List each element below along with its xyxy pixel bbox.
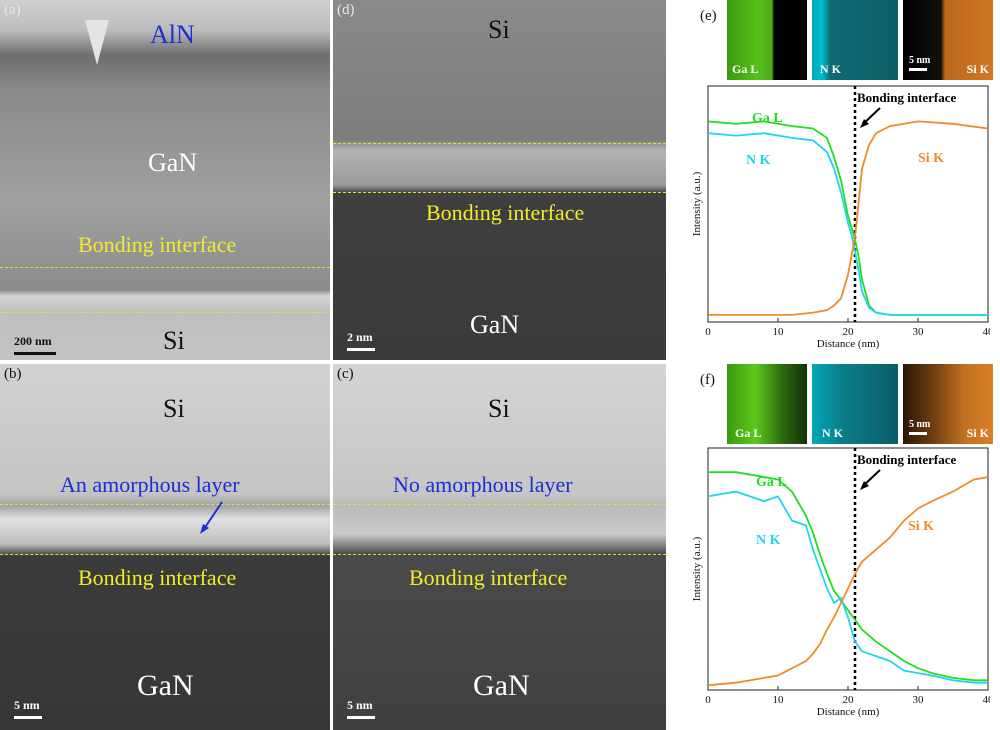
x-tick-label: 0 bbox=[705, 326, 711, 338]
label-amorphous: An amorphous layer bbox=[60, 472, 240, 497]
interface-annotation: Bonding interface bbox=[857, 452, 957, 467]
label-si-d: Si bbox=[488, 15, 510, 44]
label-aln: AlN bbox=[150, 20, 195, 49]
x-tick-label: 30 bbox=[913, 326, 925, 338]
eds-map-ga-f: Ga L bbox=[727, 364, 807, 444]
label-si-c: Si bbox=[488, 394, 510, 423]
interface-line-d2 bbox=[333, 192, 666, 193]
chart-f: 0 10 20 30 40 Distance (nm) Intensity (a.u.) Bo… bbox=[691, 447, 991, 718]
y-axis-label: Intensity (a.u.) bbox=[691, 171, 703, 236]
tem-panel-b: (b) Si An amorphous layer Bonding interf… bbox=[0, 364, 330, 730]
eds-map-n-f: N K bbox=[812, 364, 898, 444]
scale-text-d: 2 nm bbox=[347, 330, 373, 344]
scale-bar-c bbox=[347, 716, 375, 719]
series-label: Si K bbox=[908, 519, 934, 534]
label-si-a: Si bbox=[163, 326, 185, 355]
interface-arrow-head bbox=[860, 119, 869, 128]
scale-text-a: 200 nm bbox=[14, 334, 52, 348]
series-label: Ga L bbox=[756, 475, 787, 490]
eds-map-si-e: 5 nm Si K bbox=[903, 0, 993, 80]
label-si-b: Si bbox=[163, 394, 185, 423]
scale-bar-d bbox=[347, 348, 375, 351]
label-no-amorphous: No amorphous layer bbox=[393, 472, 573, 497]
panel-label-a: (a) bbox=[4, 2, 21, 18]
x-axis-label: Distance (nm) bbox=[817, 338, 880, 350]
scale-bar-a bbox=[14, 352, 56, 355]
x-axis-label: Distance (nm) bbox=[817, 706, 880, 718]
panel-label-e: (e) bbox=[700, 8, 717, 24]
label-gan-d: GaN bbox=[470, 310, 520, 339]
interface-line-b2 bbox=[0, 554, 330, 555]
x-tick-label: 0 bbox=[705, 694, 711, 706]
scale-text-b: 5 nm bbox=[14, 698, 40, 712]
panel-label-f: (f) bbox=[700, 372, 715, 388]
label-interface-d: Bonding interface bbox=[426, 200, 585, 225]
series-label: N K bbox=[746, 153, 771, 168]
series-line bbox=[707, 132, 988, 316]
x-tick-label: 40 bbox=[983, 326, 991, 338]
x-tick-label: 20 bbox=[843, 326, 855, 338]
interface-line-b1 bbox=[0, 504, 330, 505]
x-tick-label: 40 bbox=[983, 694, 991, 706]
tem-panel-c: (c) Si No amorphous layer Bonding interf… bbox=[333, 364, 666, 730]
series-line bbox=[707, 476, 989, 687]
eds-map-n-e: N K bbox=[812, 0, 898, 80]
label-interface-b: Bonding interface bbox=[78, 565, 237, 590]
interface-line-c1 bbox=[333, 504, 666, 505]
series-label: Si K bbox=[918, 151, 944, 166]
x-tick-label: 30 bbox=[913, 694, 925, 706]
x-tick-label: 10 bbox=[773, 694, 785, 706]
label-interface-c: Bonding interface bbox=[409, 565, 568, 590]
panel-label-b: (b) bbox=[4, 366, 22, 382]
y-axis-label: Intensity (a.u.) bbox=[691, 536, 703, 601]
arrow-amorphous bbox=[200, 501, 223, 534]
label-interface-a: Bonding interface bbox=[78, 232, 237, 257]
scale-text-c: 5 nm bbox=[347, 698, 373, 712]
x-tick-label: 20 bbox=[843, 694, 855, 706]
scale-bar-b bbox=[14, 716, 42, 719]
series-label: Ga L bbox=[752, 111, 783, 126]
label-gan-a: GaN bbox=[148, 148, 198, 177]
interface-annotation: Bonding interface bbox=[857, 90, 957, 105]
eds-map-si-f: 5 nm Si K bbox=[903, 364, 993, 444]
label-gan-b: GaN bbox=[137, 669, 194, 702]
interface-line-d1 bbox=[333, 143, 666, 144]
eds-map-ga-e: Ga L bbox=[727, 0, 807, 80]
chart-e: 0 10 20 30 40 Distance (nm) Intensity (a.u.) Bo… bbox=[691, 85, 991, 350]
label-gan-c: GaN bbox=[473, 669, 530, 702]
panel-label-c: (c) bbox=[337, 366, 354, 382]
plot-frame bbox=[707, 447, 989, 691]
interface-line-c2 bbox=[333, 554, 666, 555]
tem-panel-a: (a) AlN GaN Bonding interface Si 200 nm bbox=[0, 0, 330, 360]
series-line bbox=[707, 490, 988, 684]
series-line bbox=[708, 120, 989, 316]
interface-line-a2 bbox=[0, 312, 330, 313]
plot-frame bbox=[707, 85, 989, 323]
series-label: N K bbox=[756, 533, 781, 548]
interface-line-a1 bbox=[0, 267, 330, 268]
panel-label-d: (d) bbox=[337, 2, 355, 18]
tem-panel-d: (d) Si Bonding interface GaN 2 nm bbox=[333, 0, 666, 360]
interface-arrow-head bbox=[860, 481, 869, 490]
x-tick-label: 10 bbox=[773, 326, 785, 338]
